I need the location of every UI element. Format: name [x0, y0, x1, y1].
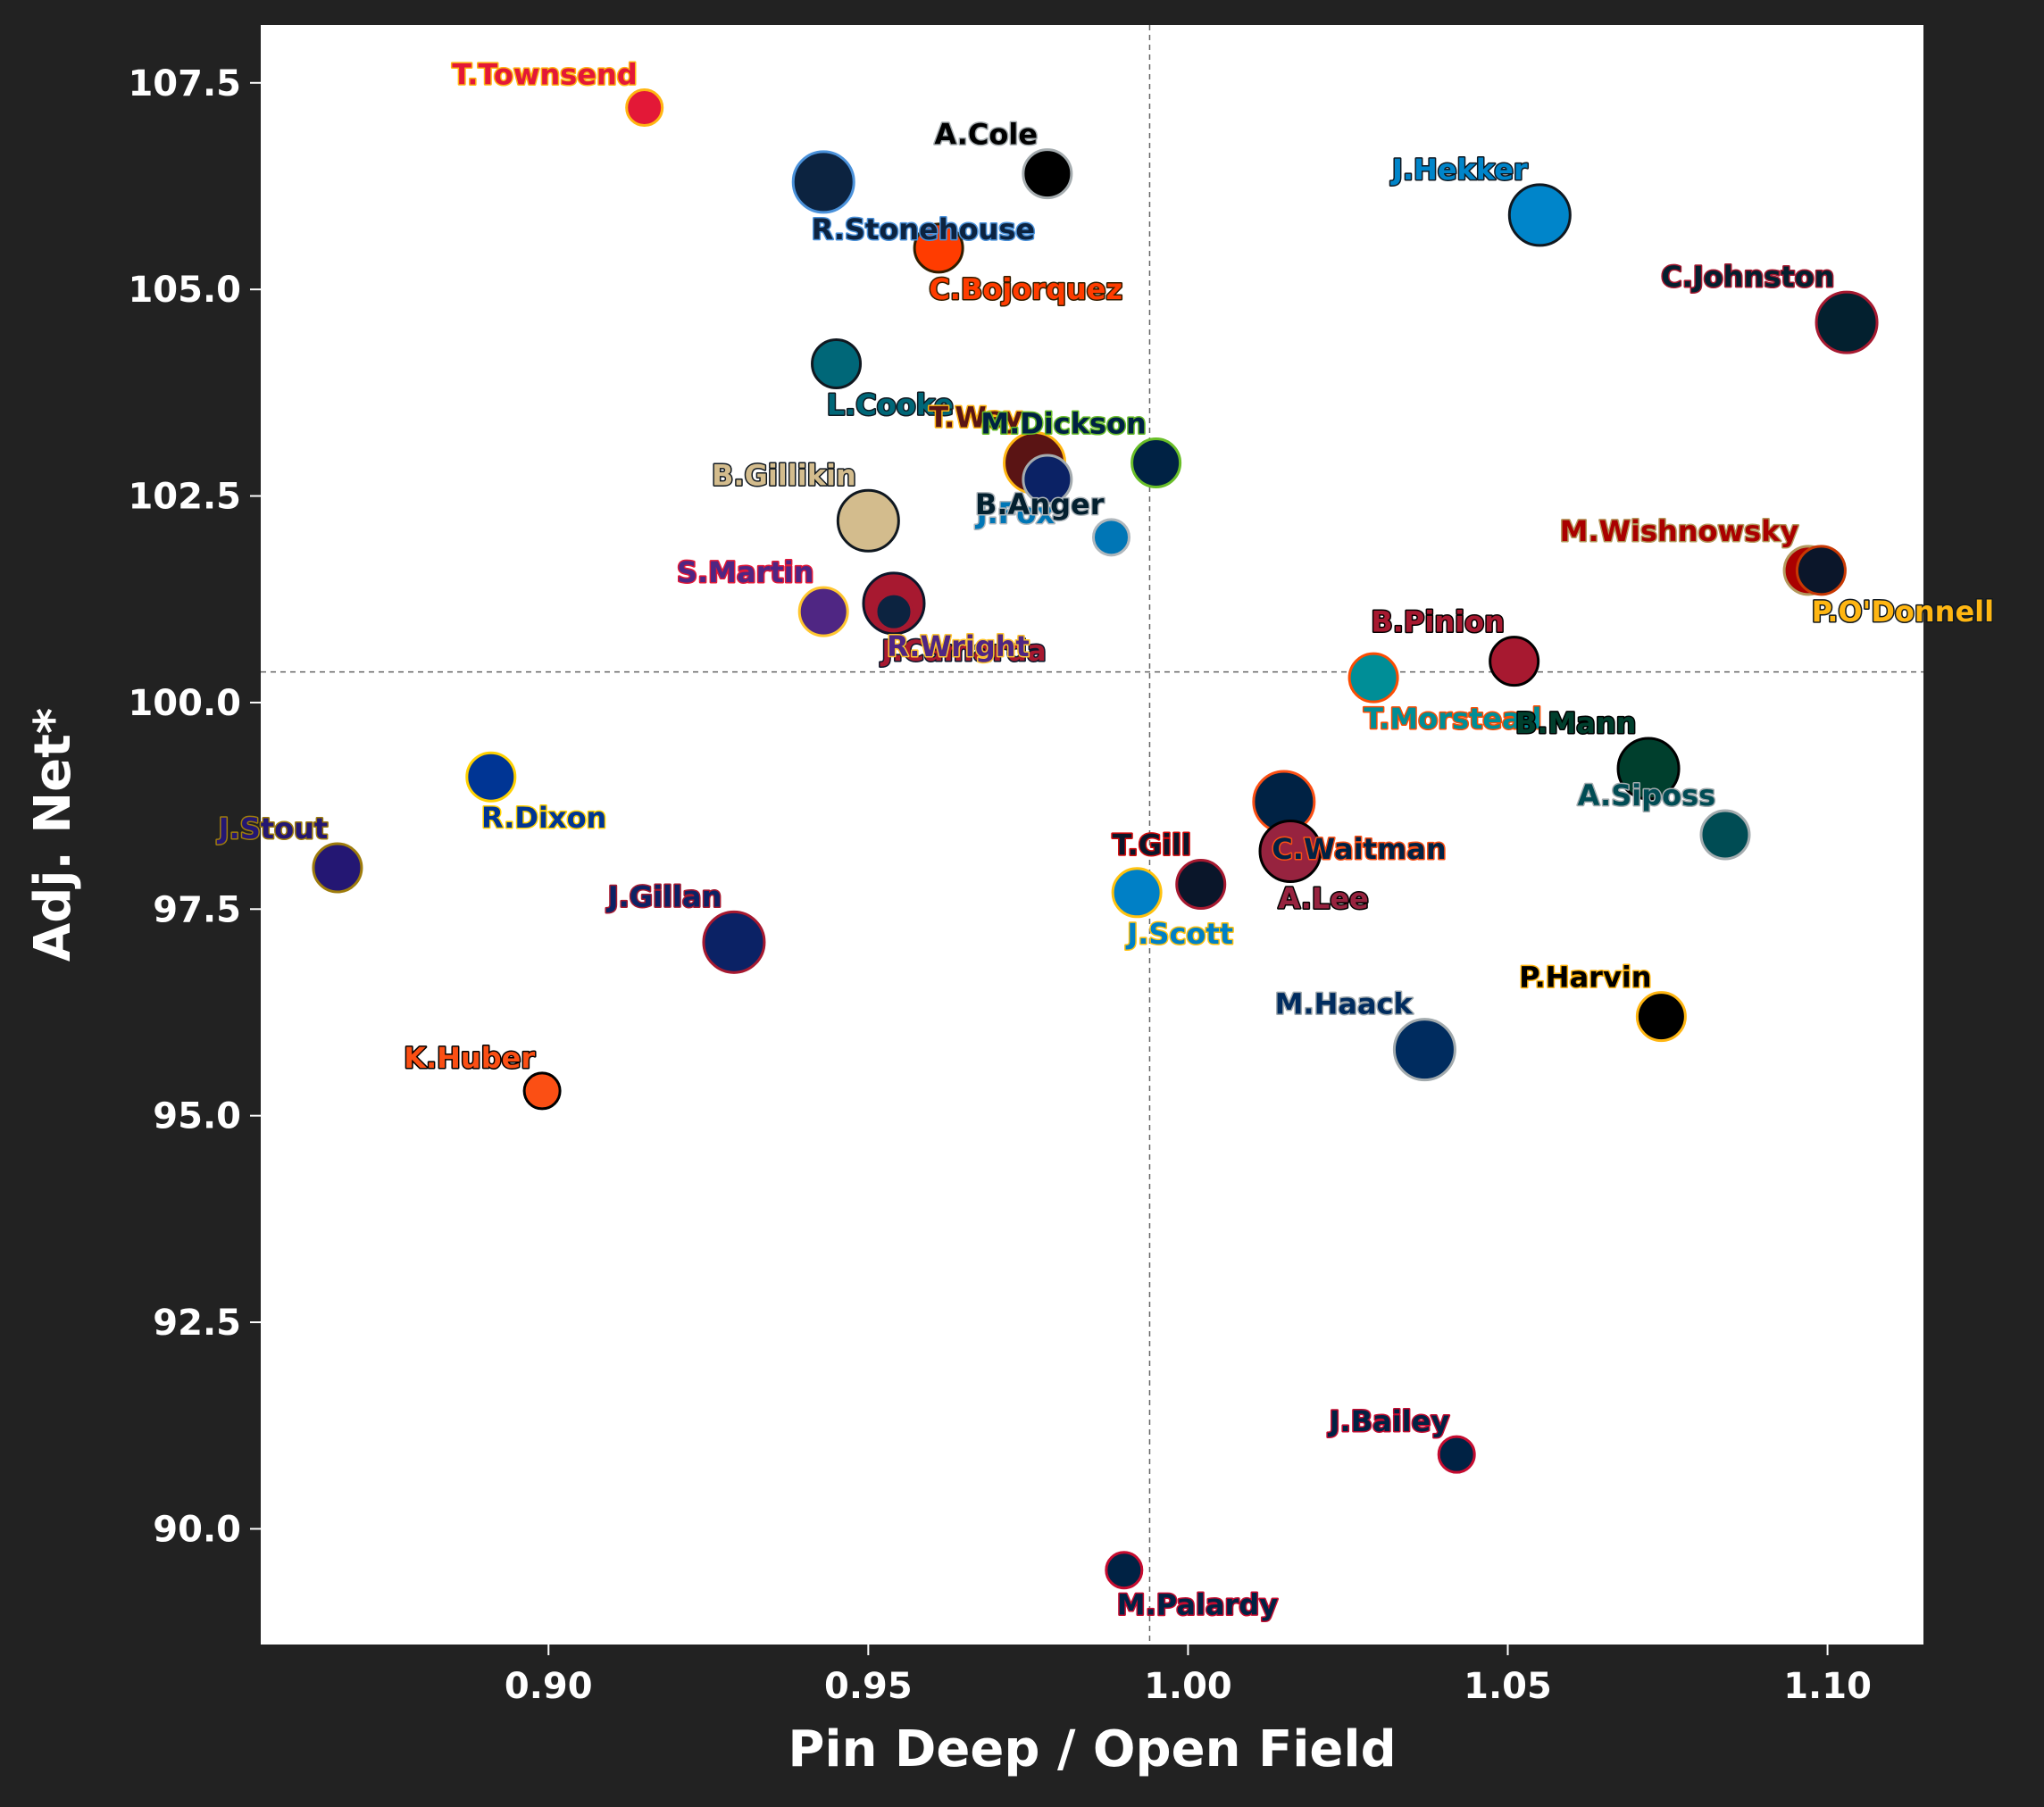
point-label: B.Mann — [1515, 706, 1637, 740]
x-tick-label: 1.10 — [1783, 1666, 1872, 1707]
data-point — [625, 88, 664, 128]
point-label: L.Cooke — [827, 387, 954, 421]
y-tick-label: 90.0 — [153, 1509, 241, 1550]
y-tick-label: 105.0 — [128, 270, 241, 311]
data-point — [522, 1071, 562, 1111]
data-point — [791, 150, 855, 214]
data-point — [913, 222, 964, 274]
data-point — [1258, 820, 1322, 884]
data-point — [1175, 859, 1227, 911]
point-label: J.Gillan — [606, 879, 722, 913]
data-point — [797, 586, 849, 637]
plot-area — [261, 25, 1923, 1645]
data-point — [1091, 518, 1130, 557]
y-tick-label: 95.0 — [153, 1096, 241, 1137]
y-tick-label: 100.0 — [128, 683, 241, 724]
point-label: M.Wishnowsky — [1560, 514, 1799, 548]
data-point — [1616, 737, 1681, 801]
point-label: J.Scott — [1125, 917, 1233, 951]
point-label: M.Dickson — [980, 407, 1147, 441]
data-point — [1347, 652, 1399, 704]
data-point — [1437, 1435, 1476, 1474]
point-label: R.Stonehouse — [812, 212, 1036, 246]
data-point — [312, 842, 363, 894]
point-label: R.Wright — [887, 629, 1030, 663]
y-tick-label: 92.5 — [153, 1303, 241, 1344]
x-axis: 0.90 0.95 1.00 1.05 1.10 — [505, 1645, 1872, 1707]
data-point — [1795, 545, 1847, 596]
data-point — [811, 337, 863, 389]
point-label: S.Martin — [677, 555, 813, 589]
point-label: T.Townsend — [452, 58, 637, 92]
point-label: A.Siposs — [1578, 779, 1716, 812]
point-labels: T.Townsend A.Cole R.Stonehouse J.Hekker C.Bo… — [215, 56, 1995, 1623]
point-label: J.Fox — [975, 496, 1055, 530]
point-label: B.Gillikin — [712, 458, 856, 492]
point-label: A.Cole — [934, 118, 1038, 152]
point-label: J.Camarda — [880, 634, 1046, 668]
point-label: T.Gill — [1113, 829, 1191, 862]
data-point — [1130, 437, 1182, 489]
point-label: R.Dixon — [481, 801, 606, 835]
point-label: C.Waitman — [1272, 832, 1446, 866]
reference-lines — [261, 25, 1923, 1645]
point-label: K.Huber — [404, 1041, 535, 1075]
point-label: C.Johnston — [1661, 260, 1834, 294]
data-point — [1815, 290, 1879, 354]
data-points — [312, 88, 1879, 1590]
data-point — [1507, 183, 1572, 247]
point-label: A.Lee — [1278, 882, 1368, 916]
point-label: J.Bailey — [1328, 1404, 1450, 1438]
x-tick-label: 0.90 — [505, 1666, 593, 1707]
data-point — [874, 592, 914, 631]
y-tick-label: 102.5 — [128, 477, 241, 518]
x-tick-label: 1.05 — [1464, 1666, 1552, 1707]
point-label: T.Way — [929, 401, 1022, 435]
data-point — [1392, 1018, 1456, 1082]
point-label: B.Pinion — [1371, 605, 1504, 639]
data-point — [836, 488, 900, 553]
data-point — [465, 751, 517, 803]
y-tick-label: 97.5 — [153, 889, 241, 930]
y-axis-title: Adj. Net* — [24, 708, 82, 962]
point-label: T.Morstead — [1364, 702, 1541, 736]
data-point — [702, 910, 766, 974]
data-point — [1111, 867, 1163, 919]
point-label: P.Harvin — [1519, 961, 1652, 995]
y-tick-label: 107.5 — [128, 63, 241, 104]
data-point — [1022, 148, 1073, 200]
point-label: J.Stout — [217, 812, 328, 845]
x-tick-label: 1.00 — [1144, 1666, 1232, 1707]
data-point — [1635, 991, 1687, 1043]
x-tick-label: 0.95 — [824, 1666, 913, 1707]
point-label: C.Bojorquez — [929, 272, 1122, 306]
point-label: P.O'Donnell — [1812, 595, 1994, 629]
point-label: J.Hekker — [1390, 153, 1528, 187]
data-point — [1489, 636, 1540, 687]
point-label: M.Palardy — [1117, 1588, 1278, 1622]
x-axis-title: Pin Deep / Open Field — [788, 1720, 1396, 1778]
point-label: M.Haack — [1275, 987, 1414, 1021]
data-point — [1022, 454, 1073, 505]
point-label: B.Anger — [975, 487, 1105, 521]
data-point — [1699, 809, 1751, 861]
data-point — [1105, 1551, 1144, 1590]
y-axis: 90.0 92.5 95.0 97.5 100.0 102.5 105.0 107.5 — [128, 63, 261, 1550]
